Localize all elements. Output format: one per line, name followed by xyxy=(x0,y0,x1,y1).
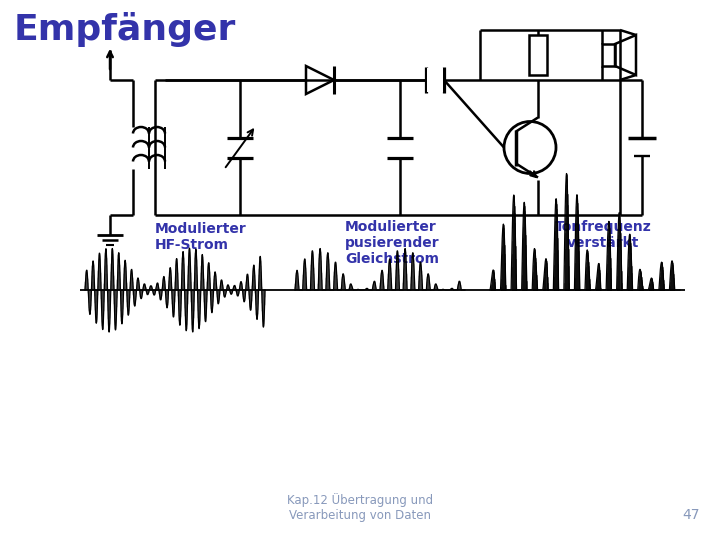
Text: Modulierter
pusierender
Gleichstrom: Modulierter pusierender Gleichstrom xyxy=(345,220,440,266)
Bar xyxy=(602,44,615,66)
Bar xyxy=(427,68,443,92)
Text: Empfänger: Empfänger xyxy=(14,12,236,47)
Text: Tonfrequenz
verstärkt: Tonfrequenz verstärkt xyxy=(555,220,652,250)
Text: Modulierter
HF-Strom: Modulierter HF-Strom xyxy=(155,222,247,252)
Text: Kap.12 Übertragung und
Verarbeitung von Daten: Kap.12 Übertragung und Verarbeitung von … xyxy=(287,493,433,522)
Bar xyxy=(529,35,547,75)
Text: 47: 47 xyxy=(683,508,700,522)
